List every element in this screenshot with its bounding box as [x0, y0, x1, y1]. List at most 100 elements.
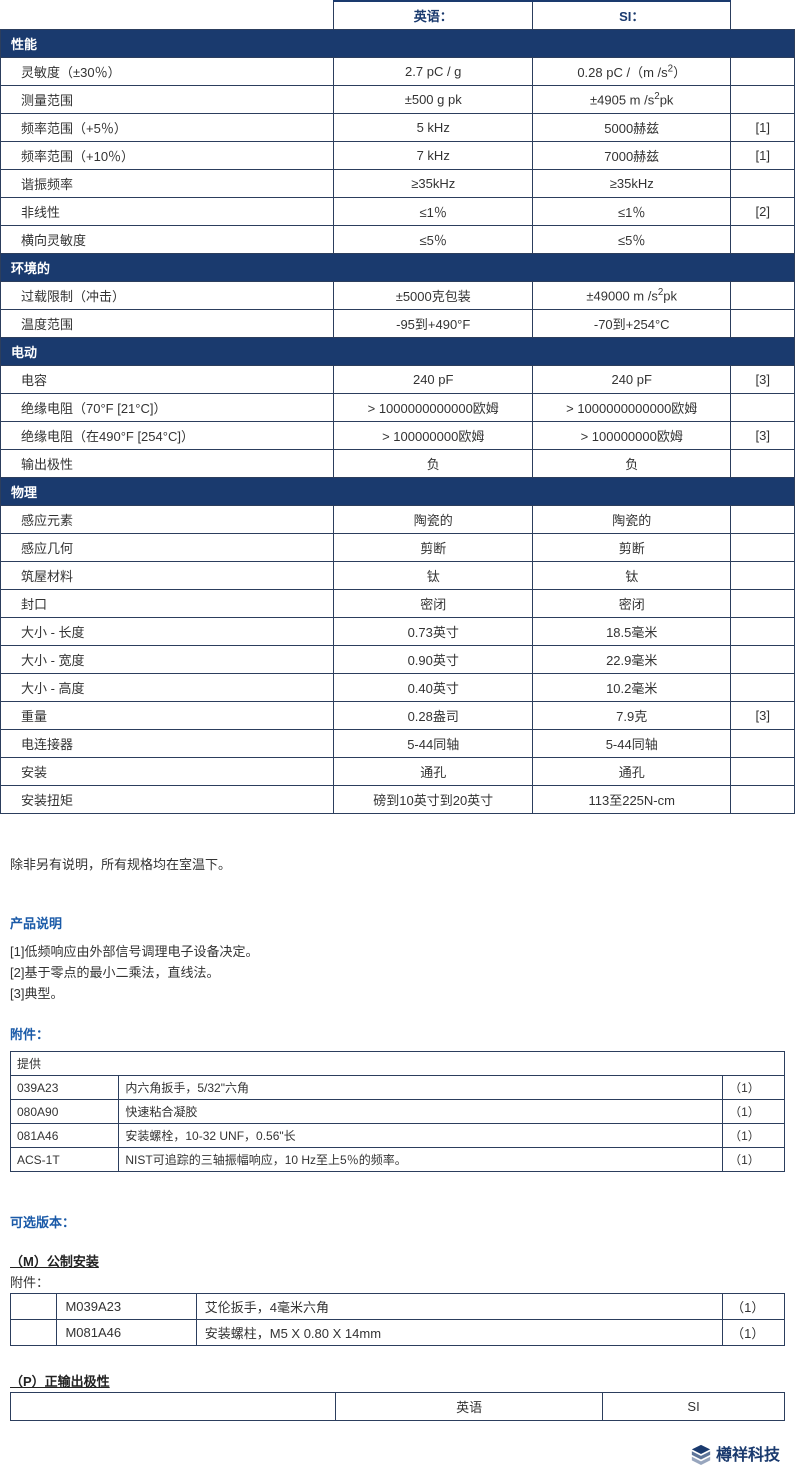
spec-si: ≥35kHz — [532, 170, 731, 198]
acc-desc: NIST可追踪的三轴振幅响应，10 Hz至上5％的频率。 — [119, 1148, 723, 1172]
spec-si: > 1000000000000欧姆 — [532, 394, 731, 422]
spec-en: 钛 — [334, 562, 533, 590]
spec-note: [2] — [731, 198, 795, 226]
variant-m-sub: 附件： — [10, 1272, 785, 1291]
variant-p-title: （P）正输出极性 — [10, 1371, 785, 1390]
spec-si: 剪断 — [532, 534, 731, 562]
spec-note: [3] — [731, 422, 795, 450]
section-header: 电动 — [1, 338, 795, 366]
spec-label: 灵敏度（±30％） — [1, 58, 334, 86]
spec-label: 大小 - 高度 — [1, 674, 334, 702]
spec-note: [3] — [731, 702, 795, 730]
acc-desc: 安装螺栓，10-32 UNF，0.56"长 — [119, 1124, 723, 1148]
spec-note — [731, 394, 795, 422]
section-header: 性能 — [1, 30, 795, 58]
spec-label: 绝缘电阻（70°F [21°C]） — [1, 394, 334, 422]
spec-si: 113至225N-cm — [532, 786, 731, 814]
accessories-header: 提供 — [11, 1052, 785, 1076]
spec-si: 22.9毫米 — [532, 646, 731, 674]
spec-si: 负 — [532, 450, 731, 478]
spec-si: > 100000000欧姆 — [532, 422, 731, 450]
acc-qty: （1） — [723, 1124, 785, 1148]
spec-label: 大小 - 长度 — [1, 618, 334, 646]
spec-en: 0.40英寸 — [334, 674, 533, 702]
spec-note — [731, 786, 795, 814]
spec-label: 感应元素 — [1, 506, 334, 534]
acc-qty: （1） — [723, 1076, 785, 1100]
spec-label: 电连接器 — [1, 730, 334, 758]
spec-en: ≤5％ — [334, 226, 533, 254]
spec-note — [731, 758, 795, 786]
spec-label: 横向灵敏度 — [1, 226, 334, 254]
spec-si: 5000赫兹 — [532, 114, 731, 142]
variant-m-title: （M）公制安装 — [10, 1251, 785, 1270]
acc-desc: 快速粘合凝胶 — [119, 1100, 723, 1124]
spec-note — [731, 450, 795, 478]
spec-label: 大小 - 宽度 — [1, 646, 334, 674]
spec-si: 0.28 pC /（m /s2） — [532, 58, 731, 86]
varm-blank — [11, 1294, 57, 1320]
accessories-table: 提供039A23内六角扳手，5/32"六角（1）080A90快速粘合凝胶（1）0… — [10, 1051, 785, 1172]
spec-en: 0.28盎司 — [334, 702, 533, 730]
spec-note — [731, 506, 795, 534]
spec-en: 7 kHz — [334, 142, 533, 170]
spec-si: ≤5％ — [532, 226, 731, 254]
spec-note: [3] — [731, 366, 795, 394]
varm-qty: （1） — [723, 1320, 785, 1346]
spec-si: 7000赫兹 — [532, 142, 731, 170]
spec-note — [731, 646, 795, 674]
acc-code: 081A46 — [11, 1124, 119, 1148]
spec-label: 安装扭矩 — [1, 786, 334, 814]
product-note: [1]低频响应由外部信号调理电子设备决定。 — [10, 942, 785, 963]
room-temp-note: 除非另有说明，所有规格均在室温下。 — [10, 854, 785, 873]
spec-note — [731, 618, 795, 646]
spec-en: 陶瓷的 — [334, 506, 533, 534]
variant-m-table: M039A23艾伦扳手，4毫米六角（1）M081A46安装螺柱，M5 X 0.8… — [10, 1293, 785, 1346]
spec-si: 240 pF — [532, 366, 731, 394]
spec-en: 2.7 pC / g — [334, 58, 533, 86]
spec-label: 谐振频率 — [1, 170, 334, 198]
spec-en: > 100000000欧姆 — [334, 422, 533, 450]
spec-en: 5 kHz — [334, 114, 533, 142]
spec-note: [1] — [731, 142, 795, 170]
spec-label: 温度范围 — [1, 310, 334, 338]
spec-si: ±49000 m /s2pk — [532, 282, 731, 310]
spec-label: 封口 — [1, 590, 334, 618]
section-header: 环境的 — [1, 254, 795, 282]
varm-desc: 安装螺柱，M5 X 0.80 X 14mm — [196, 1320, 722, 1346]
spec-si: 10.2毫米 — [532, 674, 731, 702]
acc-code: 080A90 — [11, 1100, 119, 1124]
product-note: [2]基于零点的最小二乘法，直线法。 — [10, 963, 785, 984]
acc-desc: 内六角扳手，5/32"六角 — [119, 1076, 723, 1100]
acc-code: 039A23 — [11, 1076, 119, 1100]
spec-note — [731, 86, 795, 114]
spec-en: 密闭 — [334, 590, 533, 618]
varm-qty: （1） — [723, 1294, 785, 1320]
spec-si: 钛 — [532, 562, 731, 590]
spec-label: 输出极性 — [1, 450, 334, 478]
acc-qty: （1） — [723, 1100, 785, 1124]
spec-table: 英语：SI：性能灵敏度（±30％）2.7 pC / g0.28 pC /（m /… — [0, 0, 795, 814]
col-header-si: SI： — [532, 1, 731, 30]
spec-note — [731, 310, 795, 338]
spec-en: 0.90英寸 — [334, 646, 533, 674]
spec-label: 测量范围 — [1, 86, 334, 114]
spec-si: ≤1％ — [532, 198, 731, 226]
spec-en: ≥35kHz — [334, 170, 533, 198]
spec-note — [731, 282, 795, 310]
spec-en: > 1000000000000欧姆 — [334, 394, 533, 422]
spec-si: 7.9克 — [532, 702, 731, 730]
logo-icon — [690, 1443, 712, 1470]
spec-en: 通孔 — [334, 758, 533, 786]
spec-note: [1] — [731, 114, 795, 142]
acc-qty: （1） — [723, 1148, 785, 1172]
spec-si: 陶瓷的 — [532, 506, 731, 534]
col-header-en: 英语： — [334, 1, 533, 30]
spec-note — [731, 534, 795, 562]
spec-si: ±4905 m /s2pk — [532, 86, 731, 114]
spec-si: 18.5毫米 — [532, 618, 731, 646]
spec-en: 5-44同轴 — [334, 730, 533, 758]
spec-note — [731, 674, 795, 702]
accessories-title: 附件： — [10, 1024, 785, 1043]
spec-en: ±5000克包装 — [334, 282, 533, 310]
